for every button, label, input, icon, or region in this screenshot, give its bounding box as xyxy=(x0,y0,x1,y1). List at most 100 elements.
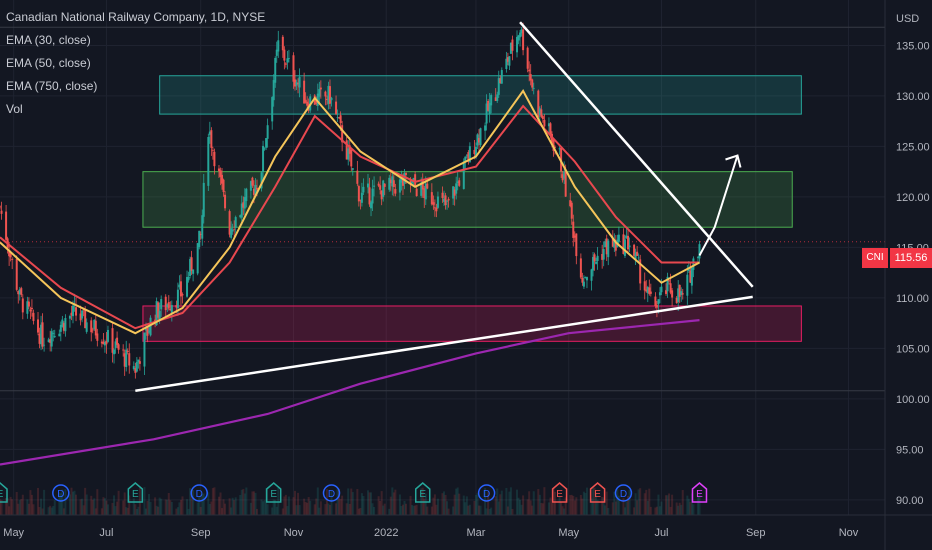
event-marker-dividend[interactable]: D xyxy=(614,484,633,502)
event-marker-dividend[interactable]: D xyxy=(322,484,341,502)
legend-ema30[interactable]: EMA (30, close) xyxy=(6,33,91,47)
event-marker-earnings[interactable]: E xyxy=(551,482,568,503)
event-marker-dividend[interactable]: D xyxy=(190,484,208,502)
candle-body xyxy=(81,310,84,319)
time-tick-label: May xyxy=(558,527,579,539)
candle-body xyxy=(287,57,290,59)
volume-bar xyxy=(613,491,616,515)
candle-body xyxy=(464,156,467,162)
volume-bar xyxy=(665,495,668,515)
candlesticks xyxy=(0,22,701,379)
candle-body xyxy=(196,243,199,274)
volume-bar xyxy=(633,507,636,515)
candle-body xyxy=(558,148,561,150)
volume-bar xyxy=(400,506,403,515)
volume-bar xyxy=(500,490,503,515)
volume-bar xyxy=(178,502,181,515)
candle-body xyxy=(144,328,147,331)
volume-bar xyxy=(73,490,76,515)
candle-body xyxy=(338,117,341,119)
volume-bar xyxy=(230,507,233,515)
candle-body xyxy=(143,332,146,367)
volume-bar xyxy=(40,498,43,515)
event-marker-earnings[interactable]: E xyxy=(265,482,282,503)
ema50-line xyxy=(0,104,700,330)
candle-body xyxy=(231,229,234,232)
volume-bar xyxy=(132,498,135,515)
event-label: D xyxy=(196,489,203,500)
candle-body xyxy=(657,299,660,305)
candle-body xyxy=(319,87,322,90)
candle-body xyxy=(420,182,423,196)
volume-bar xyxy=(520,504,523,515)
volume-bar xyxy=(70,487,73,515)
candle-body xyxy=(411,180,414,184)
candle-body xyxy=(405,173,408,175)
candle-body xyxy=(617,234,620,242)
event-marker-earnings[interactable]: E xyxy=(589,482,606,503)
breakout-arrow xyxy=(698,155,739,256)
candle-body xyxy=(117,344,120,350)
volume-bar xyxy=(106,504,109,515)
volume-bar xyxy=(260,499,263,515)
volume-bar xyxy=(531,505,534,515)
candle-body xyxy=(391,176,394,187)
volume-bar xyxy=(228,498,231,515)
candle-body xyxy=(526,47,529,69)
volume-bar xyxy=(443,491,446,515)
volume-bar xyxy=(604,505,607,515)
candle-body xyxy=(325,98,328,100)
legend-ema750[interactable]: EMA (750, close) xyxy=(6,79,98,93)
candle-body xyxy=(221,174,224,184)
volume-bar xyxy=(462,495,465,515)
candle-body xyxy=(178,284,181,288)
event-marker-earnings[interactable]: E xyxy=(691,482,708,503)
volume-bar xyxy=(614,501,617,515)
event-marker-dividend[interactable]: D xyxy=(477,484,496,502)
candle-body xyxy=(686,274,689,296)
event-label: D xyxy=(57,489,64,500)
candle-body xyxy=(254,184,257,195)
volume-bar xyxy=(596,499,599,515)
event-marker-earnings[interactable]: E xyxy=(0,482,8,503)
candle-body xyxy=(368,187,371,205)
event-marker-dividend[interactable]: D xyxy=(52,484,70,502)
volume-bar xyxy=(516,489,519,515)
event-markers[interactable]: EDEDEDEDEEDE xyxy=(0,482,708,503)
volume-bar xyxy=(58,492,61,515)
candle-body xyxy=(563,171,566,179)
volume-bar xyxy=(0,499,3,515)
candle-body xyxy=(655,304,658,308)
event-marker-earnings[interactable]: E xyxy=(414,482,431,503)
event-marker-earnings[interactable]: E xyxy=(127,482,144,503)
candle-body xyxy=(573,235,576,238)
candle-body xyxy=(132,366,135,370)
volume-bar xyxy=(96,489,99,515)
candle-body xyxy=(680,291,683,295)
candle-body xyxy=(335,101,338,114)
volume-bar xyxy=(251,491,254,515)
volume-bar xyxy=(272,499,275,515)
volume-bar xyxy=(657,494,660,515)
volume-bar xyxy=(660,501,663,515)
volume-bar xyxy=(30,494,33,515)
volume-bar xyxy=(634,493,637,515)
candle-body xyxy=(262,145,265,172)
volume-bar xyxy=(564,497,567,515)
legend-vol[interactable]: Vol xyxy=(6,102,23,116)
candle-body xyxy=(68,316,71,319)
candle-body xyxy=(520,29,523,34)
candle-body xyxy=(389,179,392,184)
volume-bar xyxy=(330,490,333,515)
volume-bar xyxy=(170,501,173,515)
candle-body xyxy=(158,310,161,320)
price-tick-label: 120.00 xyxy=(896,192,930,204)
volume-bar xyxy=(316,487,319,515)
candle-body xyxy=(40,324,43,345)
price-tick-label: 135.00 xyxy=(896,40,930,52)
volume-bar xyxy=(622,498,625,515)
legend-ema50[interactable]: EMA (50, close) xyxy=(6,56,91,70)
volume-bar xyxy=(681,490,684,515)
volume-bar xyxy=(532,491,535,515)
